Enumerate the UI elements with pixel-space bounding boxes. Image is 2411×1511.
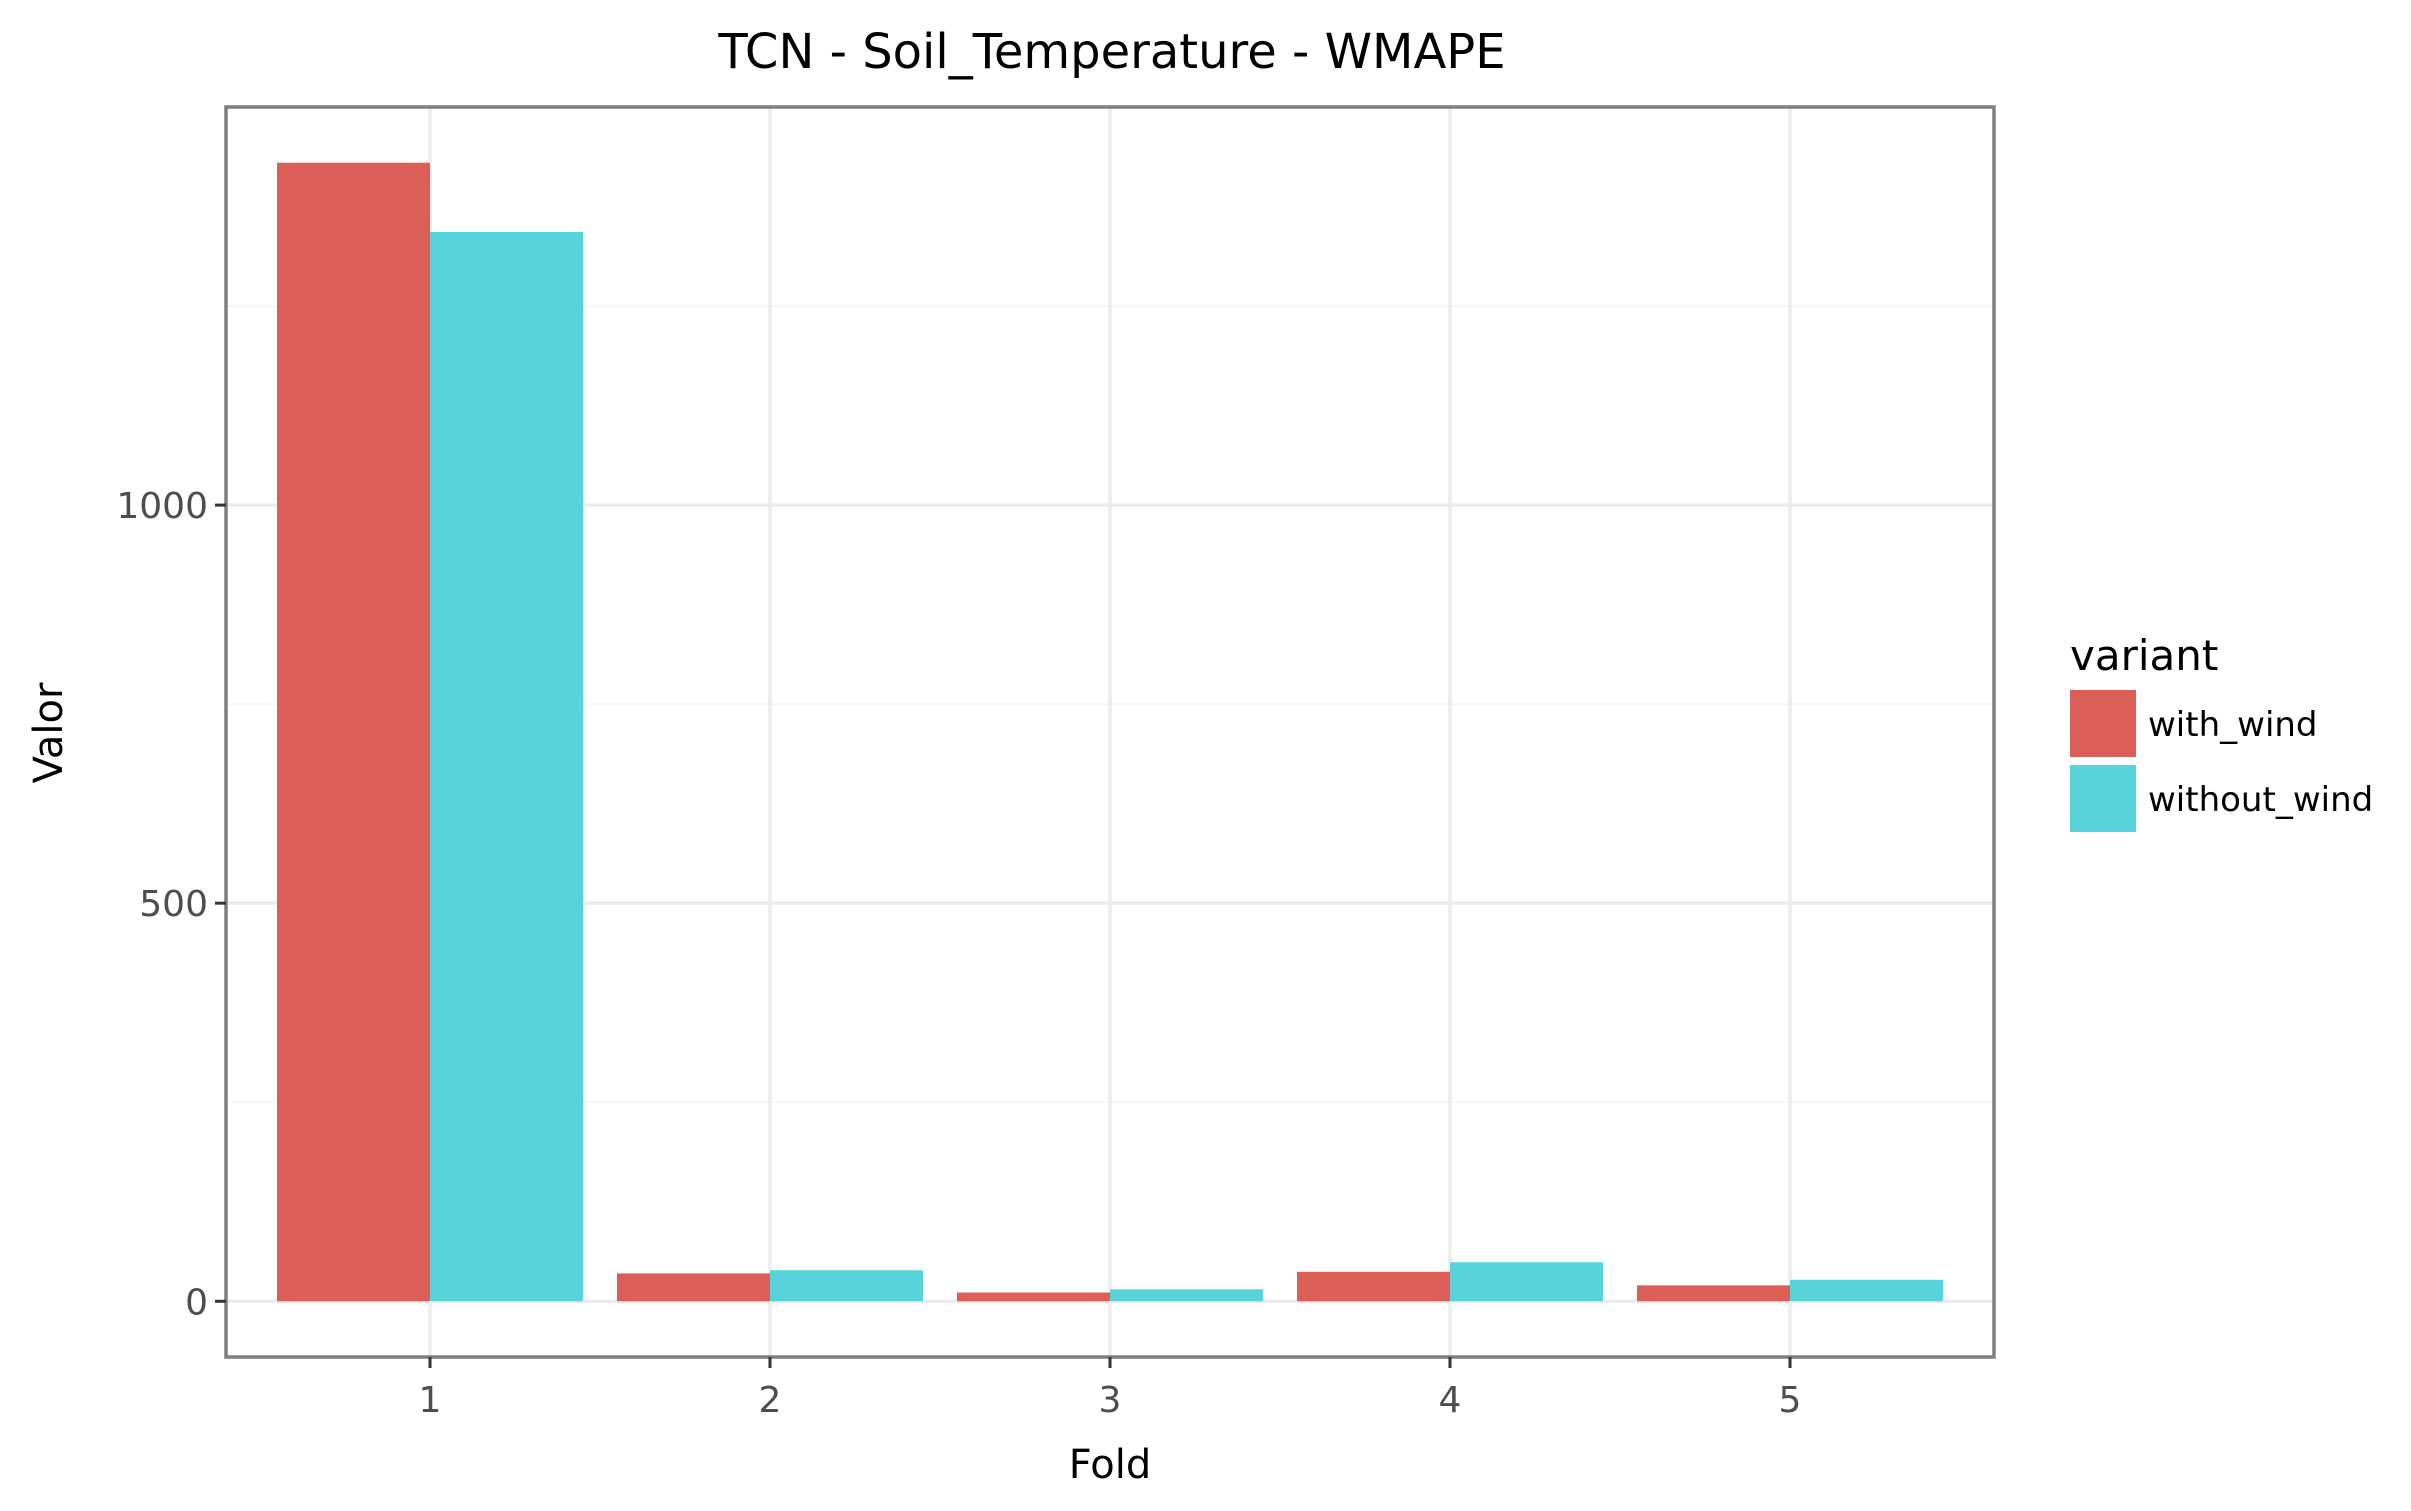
legend: variant with_wind without_wind bbox=[2070, 631, 2373, 832]
legend-swatch-without_wind bbox=[2070, 765, 2136, 832]
y-tick-label: 500 bbox=[139, 884, 208, 925]
bar-without_wind-fold-1 bbox=[430, 232, 583, 1302]
bar-with_wind-fold-1 bbox=[277, 162, 430, 1302]
bar-with_wind-fold-5 bbox=[1637, 1285, 1790, 1302]
x-tick-label: 5 bbox=[1779, 1380, 1802, 1421]
bar-without_wind-fold-3 bbox=[1110, 1289, 1263, 1302]
y-tick-label: 1000 bbox=[116, 486, 208, 527]
x-tick-label: 1 bbox=[419, 1380, 442, 1421]
legend-swatch-with_wind bbox=[2070, 690, 2136, 757]
x-axis: 1 2 3 4 5 bbox=[419, 1357, 1802, 1421]
x-tick-label: 4 bbox=[1439, 1380, 1462, 1421]
plot-panel bbox=[224, 105, 1996, 1359]
bar-with_wind-fold-4 bbox=[1297, 1271, 1450, 1302]
legend-label-without_wind: without_wind bbox=[2148, 780, 2373, 820]
bar-without_wind-fold-2 bbox=[770, 1270, 923, 1302]
x-axis-title: Fold bbox=[1069, 1442, 1152, 1488]
bar-without_wind-fold-5 bbox=[1790, 1279, 1943, 1302]
y-axis-title: Valor bbox=[26, 682, 72, 783]
legend-title: variant bbox=[2070, 631, 2218, 680]
legend-items: with_wind without_wind bbox=[2070, 690, 2373, 832]
x-tick-label: 3 bbox=[1099, 1380, 1122, 1421]
bars bbox=[277, 162, 1943, 1302]
bar-without_wind-fold-4 bbox=[1450, 1262, 1603, 1302]
bar-with_wind-fold-2 bbox=[617, 1273, 770, 1302]
legend-label-with_wind: with_wind bbox=[2148, 705, 2318, 745]
bar-with_wind-fold-3 bbox=[957, 1292, 1110, 1302]
chart-title: TCN - Soil_Temperature - WMAPE bbox=[717, 24, 1505, 80]
y-tick-label: 0 bbox=[185, 1282, 208, 1323]
x-tick-label: 2 bbox=[759, 1380, 782, 1421]
y-axis: 0 500 1000 bbox=[116, 486, 226, 1323]
